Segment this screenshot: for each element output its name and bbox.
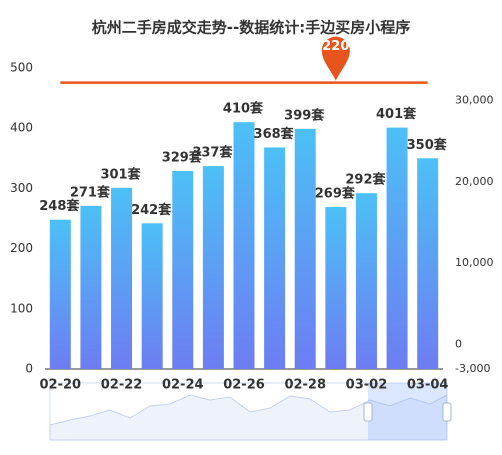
bar [49, 219, 71, 369]
value-label: 329套 [162, 149, 203, 165]
bar [202, 166, 224, 369]
value-label: 269套 [315, 186, 356, 202]
value-label: 350套 [407, 137, 448, 153]
mark-point-label: 32201 [313, 39, 358, 54]
value-label: 368套 [254, 126, 295, 142]
x-tick-label: 02-20 [40, 378, 82, 393]
bar [417, 158, 439, 369]
bar [111, 187, 133, 369]
data-zoom-slider[interactable] [49, 382, 452, 441]
bar [233, 122, 255, 370]
bar [355, 193, 377, 369]
slider-handle[interactable] [442, 402, 452, 422]
x-tick-label: 03-02 [346, 378, 388, 393]
value-label: 271套 [70, 184, 111, 200]
y2-tick-label: 30,000 [455, 94, 494, 107]
value-label: 248套 [39, 198, 80, 214]
x-tick-label: 02-26 [223, 378, 265, 393]
slider-preview [49, 394, 448, 441]
bar [141, 223, 163, 369]
slider-window[interactable] [368, 383, 447, 440]
mark-point [321, 36, 350, 81]
value-label: 242套 [131, 202, 172, 218]
x-tick-label: 02-22 [101, 378, 143, 393]
value-label: 292套 [345, 172, 386, 188]
x-tick-label: 02-24 [162, 378, 204, 393]
value-label: 301套 [100, 166, 141, 182]
slider-handle[interactable] [363, 402, 373, 422]
y-tick-label: 500 [10, 61, 33, 75]
bar [80, 205, 102, 369]
value-label: 401套 [376, 106, 417, 122]
bar [294, 128, 316, 369]
value-label: 337套 [192, 145, 233, 161]
y-tick-label: 0 [25, 362, 33, 376]
y2-tick-label: 0 [455, 338, 462, 351]
chart-title: 杭州二手房成交走势--数据统计:手边买房小程序 [92, 19, 410, 37]
y-tick-label: 300 [10, 181, 33, 195]
bar [325, 207, 347, 369]
y-tick-label: 400 [10, 121, 33, 135]
y2-tick-label: 20,000 [455, 175, 494, 188]
y-tick-label: 200 [10, 241, 33, 255]
bar [386, 127, 408, 370]
value-label: 410套 [223, 101, 264, 117]
y-tick-label: 100 [10, 301, 33, 315]
bar [264, 147, 286, 369]
y2-tick-label: 10,000 [455, 256, 494, 269]
value-label: 399套 [284, 107, 325, 123]
x-tick-label: 03-04 [407, 378, 449, 393]
bar [172, 170, 194, 369]
y2-tick-label: -3,000 [455, 362, 490, 375]
x-tick-label: 02-28 [284, 378, 326, 393]
